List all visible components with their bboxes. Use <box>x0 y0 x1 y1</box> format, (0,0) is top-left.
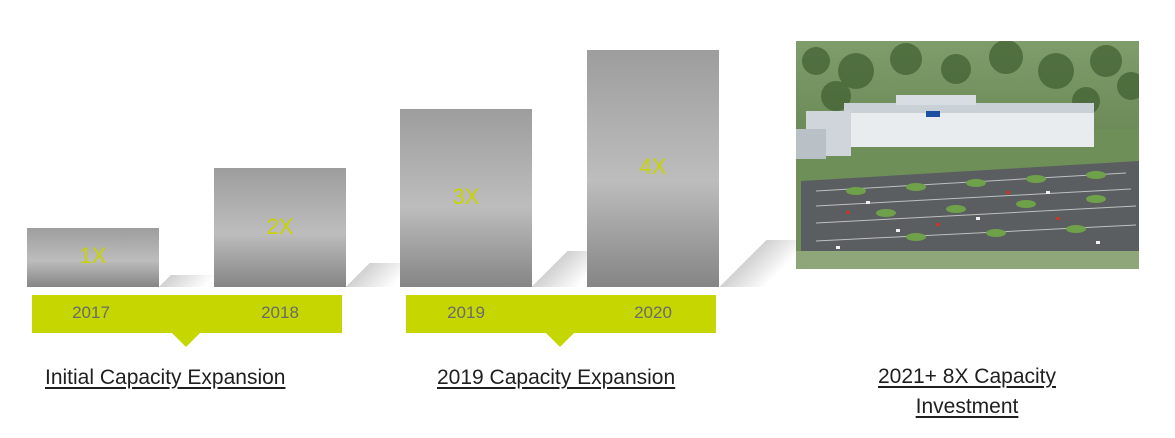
bar-shadow <box>159 275 217 287</box>
timeline-notch <box>546 333 574 347</box>
tick-label-2018: 2018 <box>261 303 299 322</box>
investment-caption: 2021+ 8X Capacity Investment <box>797 362 1137 422</box>
bar-2019: 3X <box>400 109 532 287</box>
factory-aerial-image <box>796 41 1139 269</box>
timeline-notch <box>172 333 200 347</box>
tick-label-2017: 2017 <box>72 303 110 322</box>
bar-data-label: 1X <box>79 243 107 269</box>
timeline-band <box>32 295 342 333</box>
bar-2020: 4X <box>587 49 719 287</box>
bar-2017: 1X <box>27 227 159 287</box>
tick-label-2019: 2019 <box>447 303 485 322</box>
bar-data-label: 4X <box>639 154 667 180</box>
timeline-band <box>406 295 716 333</box>
investment-caption-line2: Investment <box>915 395 1019 418</box>
investment-caption-line1: 2021+ 8X Capacity <box>877 365 1057 388</box>
capacity-chart: 1X 2X 3X 4X Initial Capacity Expansion 2019 C… <box>27 49 813 389</box>
group-caption: 2019 Capacity Expansion <box>437 366 676 389</box>
bar-2018: 2X <box>214 168 346 287</box>
group-caption: Initial Capacity Expansion <box>45 366 286 389</box>
bar-data-label: 2X <box>266 213 294 239</box>
bar-data-label: 3X <box>452 184 480 209</box>
tick-label-2020: 2020 <box>634 303 672 322</box>
